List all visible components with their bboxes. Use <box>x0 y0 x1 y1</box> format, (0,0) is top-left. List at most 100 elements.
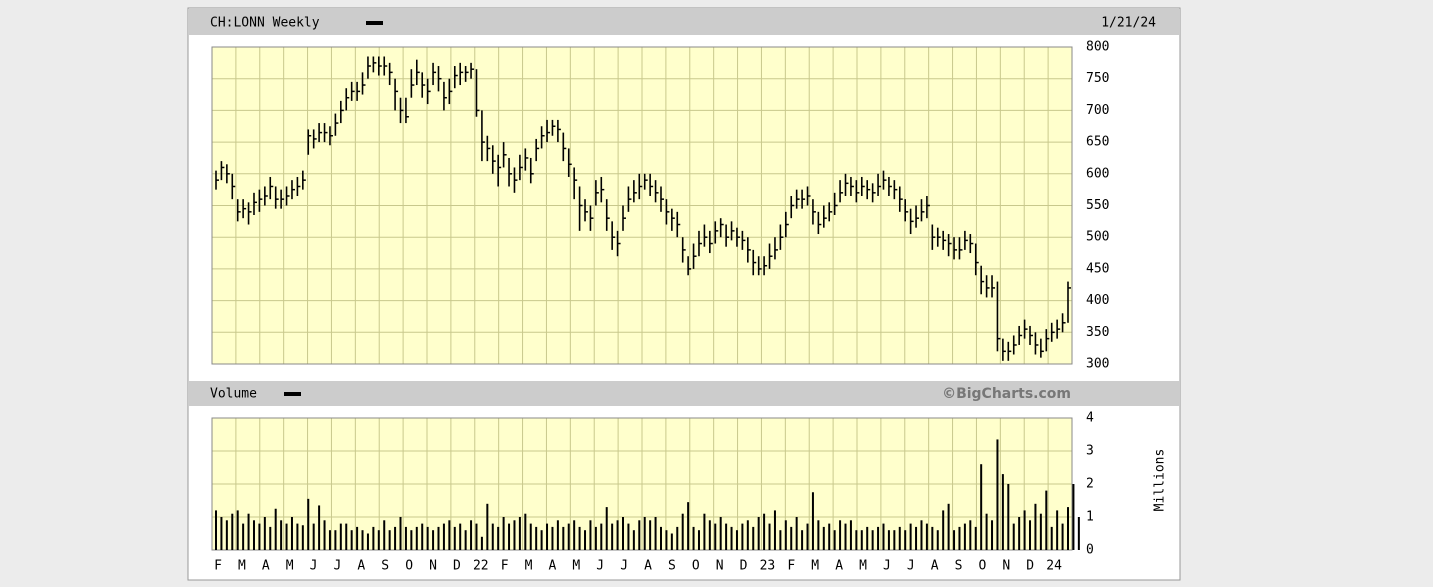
x-tick-label: N <box>1002 559 1010 574</box>
volume-bar <box>480 536 483 550</box>
y-tick-label: 350 <box>1086 325 1109 340</box>
x-tick-label: F <box>787 559 795 574</box>
x-tick-label: 22 <box>473 559 489 574</box>
volume-bar <box>432 530 435 550</box>
volume-bar <box>898 526 901 550</box>
volume-bar <box>1045 490 1048 550</box>
volume-bar <box>665 530 668 550</box>
y-tick-label: 0 <box>1086 543 1094 558</box>
volume-bar <box>535 526 538 550</box>
volume-bar <box>622 517 625 550</box>
volume-bar <box>936 530 939 550</box>
volume-bar <box>887 530 890 550</box>
volume-bar <box>741 523 744 550</box>
volume-bar <box>817 520 820 550</box>
y-tick-label: 1 <box>1086 510 1094 525</box>
volume-bar <box>573 520 576 550</box>
volume-bar <box>1018 517 1021 550</box>
x-tick-label: A <box>644 559 652 574</box>
volume-bar <box>735 530 738 550</box>
volume-bar <box>339 523 342 550</box>
volume-bar <box>1056 510 1059 550</box>
volume-bar <box>638 520 641 550</box>
volume-bar <box>600 523 603 550</box>
volume-bar <box>252 520 255 550</box>
y-tick-label: 450 <box>1086 261 1109 276</box>
volume-bar <box>350 530 353 550</box>
volume-bar <box>345 523 348 550</box>
volume-bar <box>980 464 983 550</box>
y-axis-label: Millions <box>1153 449 1168 512</box>
volume-bar <box>877 526 880 550</box>
volume-bar <box>942 510 945 550</box>
volume-bar <box>242 523 245 550</box>
x-tick-label: A <box>931 559 939 574</box>
volume-bar <box>1067 507 1069 550</box>
volume-bar <box>578 526 581 550</box>
volume-bar <box>453 526 456 550</box>
x-tick-label: A <box>262 559 270 574</box>
volume-bar <box>866 526 869 550</box>
volume-bar <box>893 530 896 550</box>
x-tick-label: M <box>859 559 867 574</box>
volume-bar <box>524 513 527 550</box>
y-tick-label: 750 <box>1086 71 1109 86</box>
volume-bar <box>280 520 283 550</box>
volume-bar <box>475 523 478 550</box>
volume-bar <box>372 526 375 550</box>
volume-bar <box>849 520 852 550</box>
volume-bar <box>285 523 288 550</box>
volume-bar <box>464 530 467 550</box>
y-tick-label: 550 <box>1086 198 1109 213</box>
x-tick-label: N <box>716 559 724 574</box>
x-tick-label: J <box>907 559 915 574</box>
volume-bar <box>220 517 223 550</box>
volume-bar <box>1029 520 1032 550</box>
x-tick-label: M <box>238 559 246 574</box>
y-tick-label: 3 <box>1086 444 1094 459</box>
volume-bar <box>828 523 831 550</box>
volume-bar <box>307 498 310 550</box>
volume-bar <box>231 513 234 550</box>
volume-bar <box>508 523 511 550</box>
volume-bar <box>404 526 407 550</box>
volume-bar <box>904 530 907 550</box>
volume-bar <box>301 525 304 550</box>
volume-bar <box>258 523 261 550</box>
volume-bar <box>757 517 760 550</box>
volume-bar <box>323 520 326 550</box>
x-tick-label: D <box>1026 559 1034 574</box>
volume-bar <box>801 530 804 550</box>
volume-bar <box>366 533 369 550</box>
volume-bar <box>513 520 516 550</box>
volume-bar <box>551 526 554 550</box>
volume-bar <box>394 526 397 550</box>
volume-bar <box>697 530 700 550</box>
volume-bar <box>437 526 440 550</box>
volume-bar <box>947 503 950 550</box>
x-tick-label: 24 <box>1046 559 1062 574</box>
x-tick-label: N <box>429 559 437 574</box>
credit: ©BigCharts.com <box>942 386 1071 402</box>
volume-bar <box>361 530 364 550</box>
x-tick-label: M <box>525 559 533 574</box>
y-tick-label: 2 <box>1086 477 1094 492</box>
volume-bar <box>328 530 331 550</box>
x-tick-label: O <box>692 559 700 574</box>
x-tick-label: J <box>620 559 628 574</box>
volume-title: Volume <box>210 387 257 402</box>
volume-bar <box>502 517 505 550</box>
volume-bar <box>703 513 706 550</box>
plot-frame <box>211 417 1073 551</box>
volume-bar <box>584 530 587 550</box>
x-tick-label: F <box>214 559 222 574</box>
volume-bar <box>442 523 445 550</box>
x-tick-label: J <box>596 559 604 574</box>
volume-bar <box>594 526 597 550</box>
volume-bar <box>415 526 418 550</box>
volume-bar <box>290 517 293 550</box>
volume-bar <box>773 510 776 550</box>
volume-bar <box>708 520 711 550</box>
volume-bar <box>784 520 787 550</box>
volume-bar <box>529 523 532 550</box>
